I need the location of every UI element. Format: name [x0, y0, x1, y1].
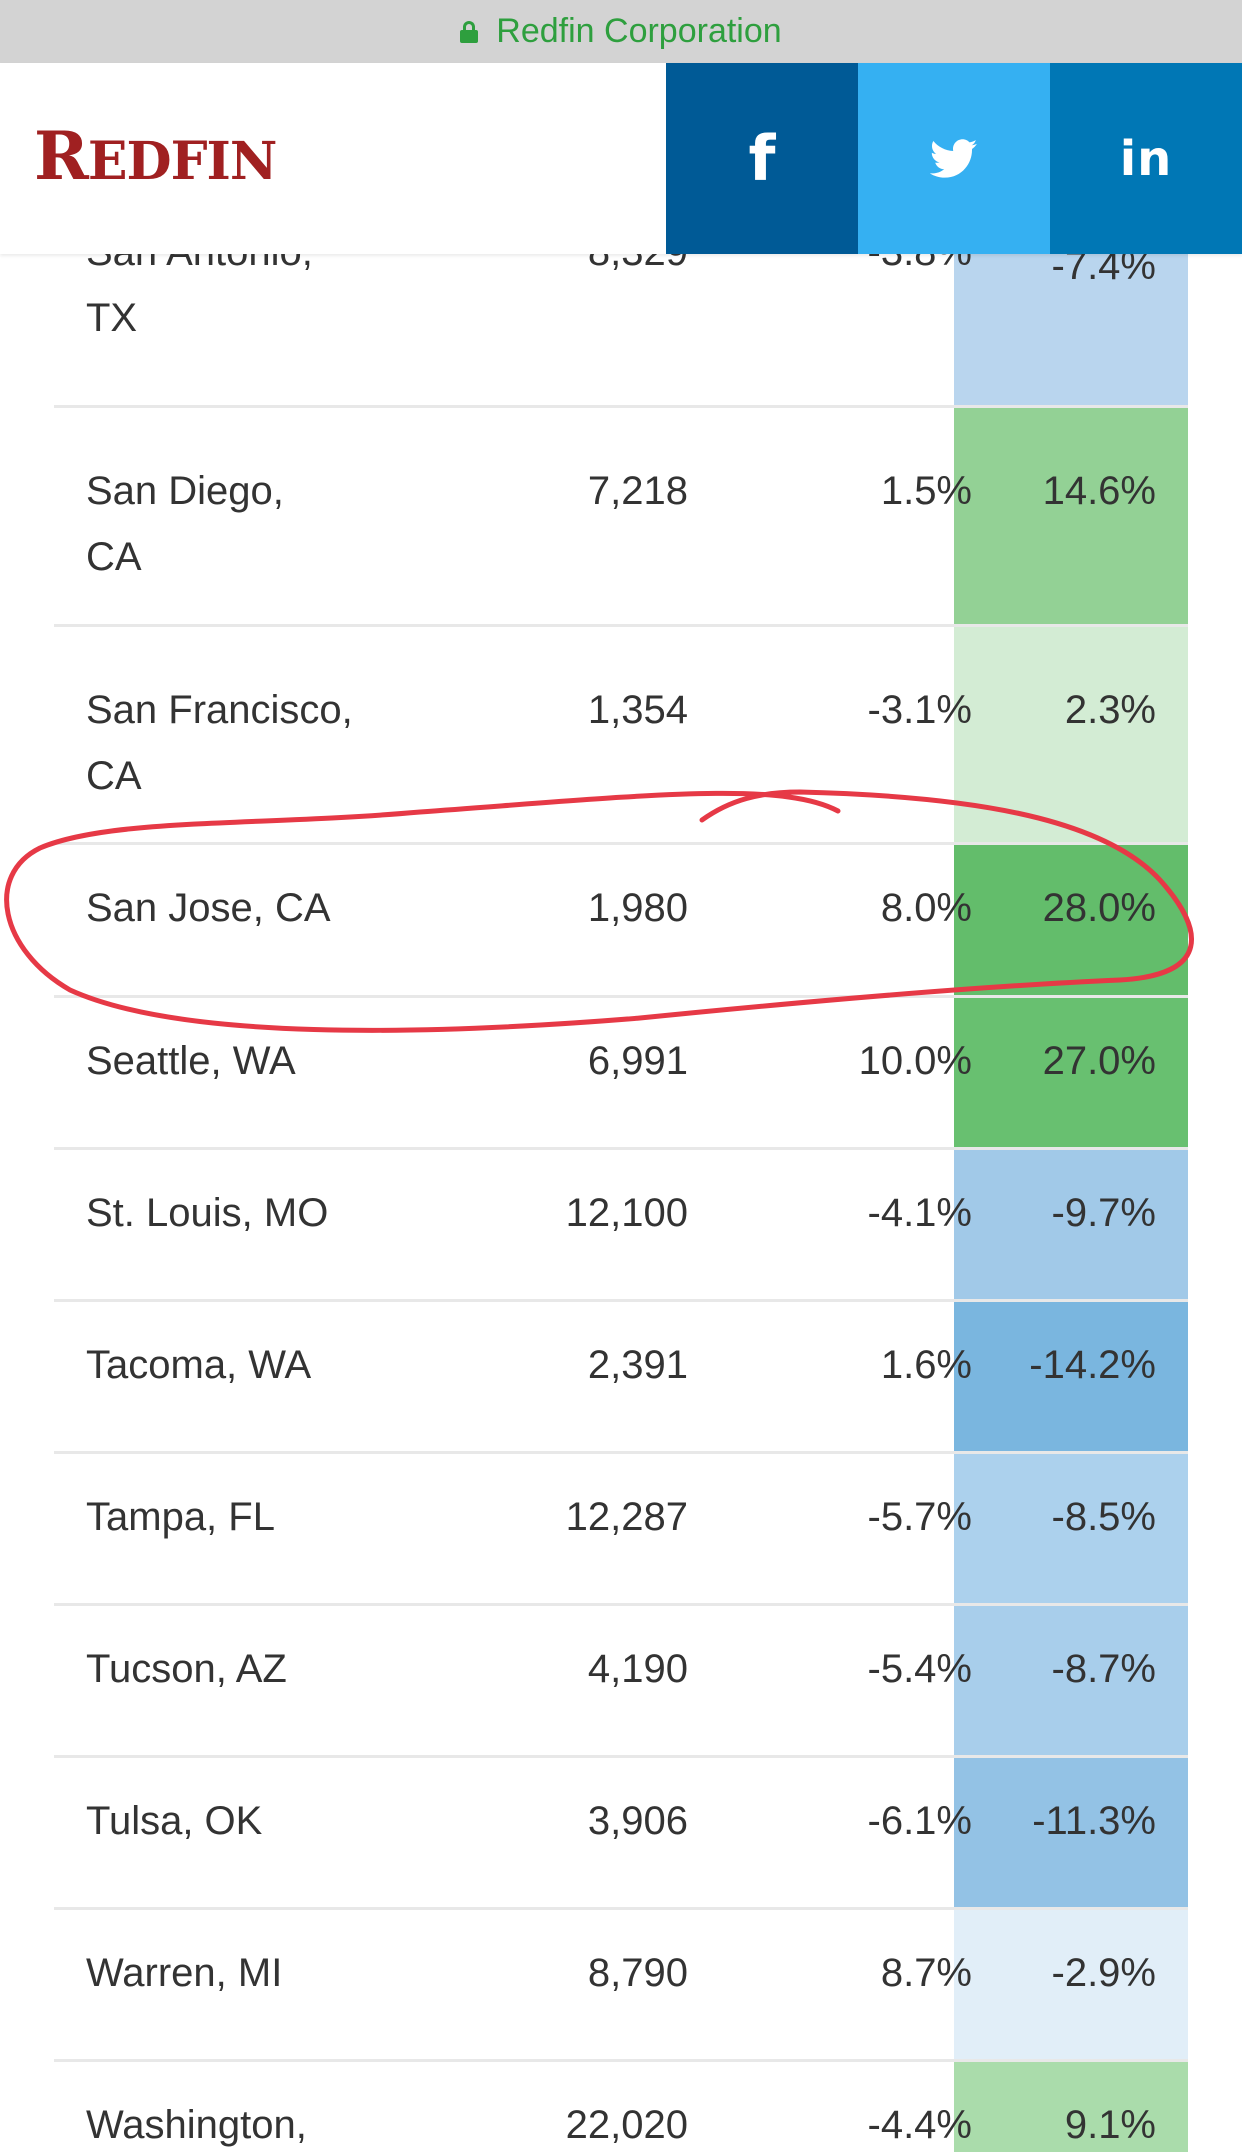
- yoy-change-cell: -8.7%: [954, 1606, 1188, 1755]
- table-row: -14.2% Tacoma, WA 2,391 1.6%: [54, 1302, 1188, 1454]
- table-row: -8.7% Tucson, AZ 4,190 -5.4%: [54, 1606, 1188, 1758]
- city-cell: Washington,: [86, 2103, 307, 2147]
- redfin-logo[interactable]: REDFIN: [34, 117, 277, 195]
- city-cell: Tacoma, WA: [86, 1343, 312, 1387]
- city-cell: St. Louis, MO: [86, 1191, 329, 1235]
- count-cell: 6,991: [587, 1039, 688, 1083]
- table-row: 27.0% Seattle, WA 6,991 10.0%: [54, 998, 1188, 1150]
- facebook-share-button[interactable]: f: [666, 63, 858, 254]
- twitter-icon: [930, 138, 978, 178]
- count-cell: 8,790: [587, 1951, 688, 1995]
- yoy-change-cell: 9.1%: [954, 2062, 1188, 2152]
- yoy-change-cell: -14.2%: [954, 1302, 1188, 1451]
- city-cell: San Francisco, CA: [86, 688, 353, 798]
- yoy-change-cell: 28.0%: [954, 845, 1188, 995]
- table-row: 14.6% San Diego, CA 7,218 1.5%: [54, 408, 1188, 627]
- city-cell: Tampa, FL: [86, 1495, 275, 1539]
- yoy-change-cell: 27.0%: [954, 998, 1188, 1147]
- percent-change-cell: -5.4%: [867, 1647, 973, 1691]
- city-cell: San Diego, CA: [86, 469, 284, 579]
- yoy-change-cell: 14.6%: [954, 408, 1188, 624]
- count-cell: 12,100: [565, 1191, 688, 1235]
- count-cell: 12,287: [565, 1495, 688, 1539]
- city-cell: San Jose, CA: [86, 886, 331, 930]
- percent-change-cell: 1.5%: [880, 469, 972, 513]
- count-cell: 2,391: [587, 1343, 688, 1387]
- yoy-change-cell: 2.3%: [954, 627, 1188, 842]
- yoy-change-cell: -8.5%: [954, 1454, 1188, 1603]
- lock-icon: [460, 20, 479, 43]
- table-row: -7.4%San Antonio, TX8,329-3.8%: [54, 230, 1188, 408]
- table-row: 2.3% San Francisco, CA 1,354 -3.1%: [54, 627, 1188, 845]
- table-row: -9.7% St. Louis, MO 12,100 -4.1%: [54, 1150, 1188, 1302]
- url-label: Redfin Corporation: [496, 12, 782, 50]
- yoy-change-cell: -2.9%: [954, 1910, 1188, 2059]
- table-row: 28.0% San Jose, CA 1,980 8.0%: [54, 845, 1188, 998]
- linkedin-share-button[interactable]: in: [1050, 63, 1242, 254]
- count-cell: 4,190: [587, 1647, 688, 1691]
- count-cell: 7,218: [587, 469, 688, 513]
- count-cell: 3,906: [587, 1799, 688, 1843]
- yoy-change-cell: -7.4%: [954, 233, 1188, 405]
- table-row: 9.1% Washington, 22,020 -4.4%: [54, 2062, 1188, 2152]
- table-row: -2.9% Warren, MI 8,790 8.7%: [54, 1910, 1188, 2062]
- percent-change-cell: -3.1%: [867, 688, 973, 732]
- twitter-share-button[interactable]: [858, 63, 1050, 254]
- url-bar[interactable]: Redfin Corporation: [0, 0, 1242, 63]
- percent-change-cell: -6.1%: [867, 1799, 973, 1843]
- site-header: REDFIN f in: [0, 63, 1242, 254]
- count-cell: 1,354: [587, 688, 688, 732]
- percent-change-cell: 10.0%: [858, 1039, 972, 1083]
- percent-change-cell: 1.6%: [880, 1343, 972, 1387]
- table-row: -11.3% Tulsa, OK 3,906 -6.1%: [54, 1758, 1188, 1910]
- yoy-change-cell: -9.7%: [954, 1150, 1188, 1299]
- city-cell: Tulsa, OK: [86, 1799, 263, 1843]
- yoy-change-cell: -11.3%: [954, 1758, 1188, 1907]
- percent-change-cell: -4.4%: [867, 2103, 973, 2147]
- city-cell: Tucson, AZ: [86, 1647, 287, 1691]
- linkedin-icon: in: [1119, 130, 1173, 187]
- count-cell: 22,020: [565, 2103, 688, 2147]
- percent-change-cell: 8.7%: [880, 1951, 972, 1995]
- percent-change-cell: 8.0%: [880, 886, 972, 930]
- count-cell: 1,980: [587, 886, 688, 930]
- table-row: -8.5% Tampa, FL 12,287 -5.7%: [54, 1454, 1188, 1606]
- city-cell: Seattle, WA: [86, 1039, 296, 1083]
- percent-change-cell: -5.7%: [867, 1495, 973, 1539]
- city-cell: Warren, MI: [86, 1951, 283, 1995]
- percent-change-cell: -4.1%: [867, 1191, 973, 1235]
- facebook-icon: f: [748, 122, 776, 195]
